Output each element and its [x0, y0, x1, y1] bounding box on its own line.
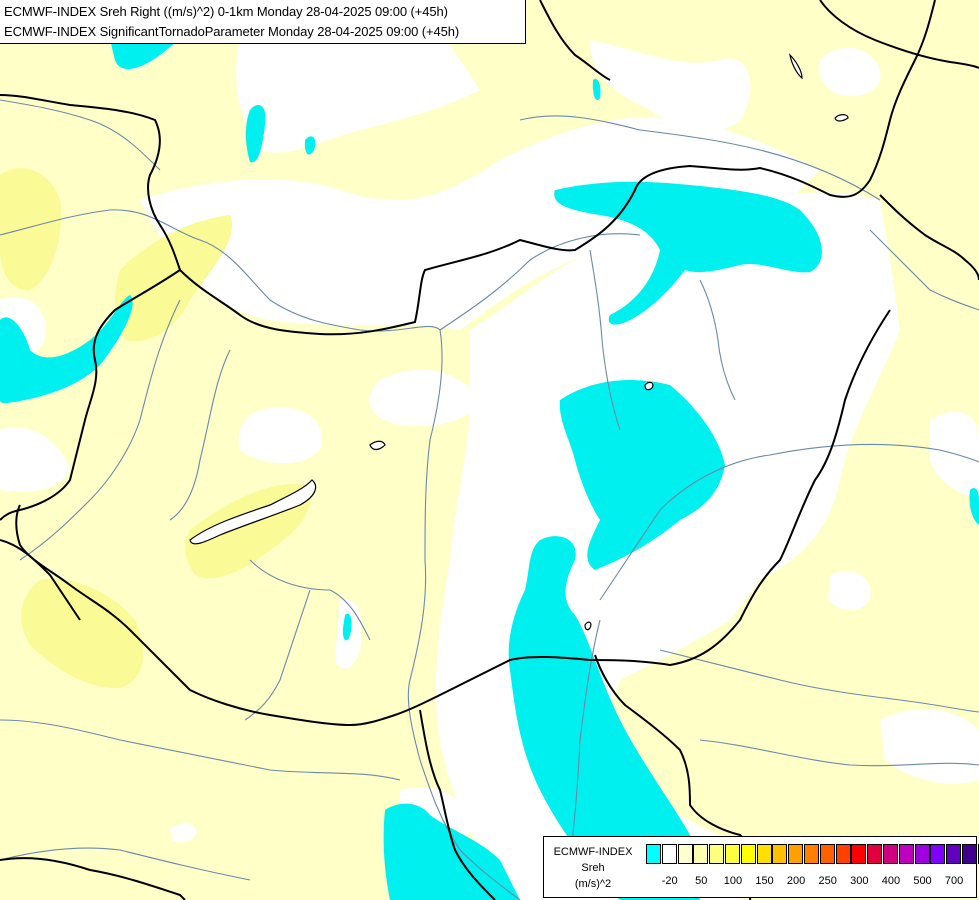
legend-tick-label: 200 [786, 875, 806, 887]
legend-swatch [693, 844, 709, 864]
title-line-1: ECMWF-INDEX Sreh Right ((m/s)^2) 0-1km M… [4, 4, 448, 19]
legend-swatch [724, 844, 740, 864]
legend-swatch [661, 844, 677, 864]
legend-swatch [977, 844, 979, 864]
legend-variable: Sreh [581, 862, 605, 874]
legend-swatch [961, 844, 977, 864]
legend: ECMWF-INDEX Sreh (m/s)^2 -20 50 100 150 200 2… [543, 836, 979, 898]
legend-swatch [677, 844, 693, 864]
legend-tick-label: 50 [695, 875, 708, 887]
legend-swatch [930, 844, 946, 864]
legend-swatch [898, 844, 914, 864]
legend-swatch [646, 844, 661, 864]
legend-swatch [946, 844, 962, 864]
rivers [0, 99, 979, 900]
legend-swatch [740, 844, 756, 864]
legend-swatch [851, 844, 867, 864]
map-title-box: ECMWF-INDEX Sreh Right ((m/s)^2) 0-1km M… [0, 0, 526, 44]
legend-swatch [819, 844, 835, 864]
legend-swatch [867, 844, 883, 864]
legend-tick-label: 300 [850, 875, 869, 887]
legend-tick-label: 100 [723, 875, 743, 887]
lakes [189, 53, 849, 631]
legend-tick-label: 700 [944, 875, 964, 887]
title-line-2: ECMWF-INDEX SignificantTornadoParameter … [4, 24, 460, 39]
legend-swatch [835, 844, 851, 864]
legend-color-scale [646, 844, 979, 864]
legend-swatch [803, 844, 819, 864]
legend-swatch [756, 844, 772, 864]
legend-tick-label: 150 [755, 875, 774, 887]
legend-source: ECMWF-INDEX [553, 846, 633, 858]
legend-unit: (m/s)^2 [574, 878, 612, 890]
legend-swatch [788, 844, 804, 864]
legend-tick-label: -20 [661, 875, 678, 887]
legend-swatch [882, 844, 898, 864]
legend-swatch [772, 844, 788, 864]
legend-tick-label: 500 [913, 875, 932, 887]
legend-swatch [709, 844, 725, 864]
legend-tick-label: 400 [881, 875, 901, 887]
legend-tick-label: 250 [818, 875, 837, 887]
legend-swatch [914, 844, 930, 864]
